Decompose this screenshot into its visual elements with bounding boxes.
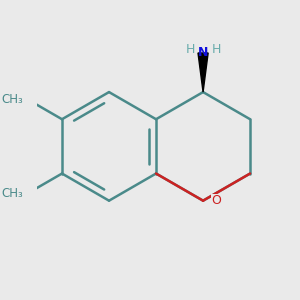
Text: H: H xyxy=(185,43,195,56)
Text: H: H xyxy=(212,43,221,56)
Text: N: N xyxy=(198,46,208,59)
Polygon shape xyxy=(198,53,208,92)
Text: CH₃: CH₃ xyxy=(1,187,23,200)
Text: CH₃: CH₃ xyxy=(1,93,23,106)
Text: O: O xyxy=(211,194,221,207)
